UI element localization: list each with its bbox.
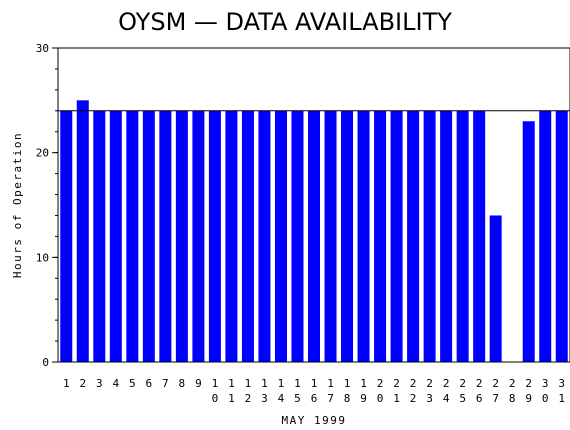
x-tick-label: 0 bbox=[212, 392, 219, 405]
x-tick-label: 1 bbox=[294, 377, 301, 390]
bar bbox=[175, 110, 188, 362]
bar bbox=[539, 110, 552, 362]
x-tick-label: 3 bbox=[426, 392, 433, 405]
x-tick-label: 8 bbox=[509, 392, 516, 405]
bar bbox=[241, 110, 254, 362]
x-tick-label: 1 bbox=[393, 392, 400, 405]
x-tick-label: 0 bbox=[542, 392, 549, 405]
x-tick-label: 2 bbox=[377, 377, 384, 390]
x-tick-label: 4 bbox=[278, 392, 285, 405]
x-tick-label: 2 bbox=[492, 377, 499, 390]
bar bbox=[291, 110, 304, 362]
x-tick-label: 1 bbox=[344, 377, 351, 390]
bar bbox=[159, 110, 172, 362]
x-tick-label: 4 bbox=[443, 392, 450, 405]
bar bbox=[390, 110, 403, 362]
bar bbox=[374, 110, 387, 362]
bar bbox=[126, 110, 139, 362]
bar bbox=[109, 110, 122, 362]
x-tick-label: 2 bbox=[79, 377, 86, 390]
plot-frame bbox=[57, 47, 570, 363]
x-tick-label: 1 bbox=[558, 392, 565, 405]
x-tick-label: 8 bbox=[344, 392, 351, 405]
bar bbox=[489, 215, 502, 362]
bar bbox=[208, 110, 221, 362]
bar bbox=[341, 110, 354, 362]
x-tick-label: 2 bbox=[443, 377, 450, 390]
y-tick-label: 30 bbox=[36, 42, 49, 55]
bar bbox=[324, 110, 337, 362]
x-tick-label: 7 bbox=[327, 392, 334, 405]
x-tick-label: 1 bbox=[311, 377, 318, 390]
bar bbox=[76, 100, 89, 362]
x-tick-label: 9 bbox=[525, 392, 532, 405]
bar bbox=[456, 110, 469, 362]
x-tick-label: 2 bbox=[476, 377, 483, 390]
y-axis-label: Hours of Operation bbox=[11, 132, 24, 278]
x-tick-label: 1 bbox=[212, 377, 219, 390]
bar bbox=[225, 110, 238, 362]
x-tick-label: 9 bbox=[360, 392, 367, 405]
chart-title: OYSM — DATA AVAILABILITY bbox=[118, 8, 452, 36]
x-tick-label: 2 bbox=[410, 377, 417, 390]
x-tick-label: 1 bbox=[278, 377, 285, 390]
x-tick-label: 6 bbox=[311, 392, 318, 405]
bar bbox=[423, 110, 436, 362]
y-tick-label: 20 bbox=[36, 147, 49, 160]
x-tick-label: 1 bbox=[261, 377, 268, 390]
bar bbox=[93, 110, 106, 362]
x-tick-label: 2 bbox=[459, 377, 466, 390]
x-tick-label: 0 bbox=[377, 392, 384, 405]
y-tick-label: 0 bbox=[42, 356, 49, 369]
bar bbox=[192, 110, 205, 362]
x-tick-label: 3 bbox=[96, 377, 103, 390]
x-tick-label: 1 bbox=[228, 392, 235, 405]
x-tick-label: 2 bbox=[426, 377, 433, 390]
x-tick-label: 3 bbox=[261, 392, 268, 405]
bar bbox=[308, 110, 320, 362]
x-tick-label: 1 bbox=[245, 377, 252, 390]
x-tick-label: 2 bbox=[509, 377, 516, 390]
x-tick-label: 2 bbox=[393, 377, 400, 390]
x-tick-label: 9 bbox=[195, 377, 202, 390]
x-tick-label: 3 bbox=[542, 377, 549, 390]
x-tick-label: 2 bbox=[245, 392, 252, 405]
x-tick-label: 5 bbox=[129, 377, 136, 390]
bar bbox=[60, 110, 73, 362]
x-tick-label: 1 bbox=[360, 377, 367, 390]
x-tick-label: 6 bbox=[476, 392, 483, 405]
y-tick-label: 10 bbox=[36, 251, 49, 264]
bar bbox=[258, 110, 271, 362]
x-tick-label: 3 bbox=[558, 377, 565, 390]
x-tick-label: 2 bbox=[525, 377, 532, 390]
bar bbox=[473, 110, 486, 362]
bar bbox=[440, 110, 453, 362]
x-tick-label: 8 bbox=[179, 377, 186, 390]
x-tick-label: 5 bbox=[459, 392, 466, 405]
x-tick-label: 1 bbox=[327, 377, 334, 390]
x-tick-label: 1 bbox=[228, 377, 235, 390]
bar bbox=[407, 110, 420, 362]
x-tick-label: 7 bbox=[162, 377, 169, 390]
bar bbox=[555, 110, 568, 362]
bar bbox=[274, 110, 287, 362]
x-tick-label: 7 bbox=[492, 392, 499, 405]
x-tick-label: 2 bbox=[410, 392, 417, 405]
x-tick-label: 4 bbox=[112, 377, 119, 390]
x-axis-label: MAY 1999 bbox=[282, 414, 347, 427]
x-tick-label: 1 bbox=[63, 377, 70, 390]
bar bbox=[357, 110, 370, 362]
bar bbox=[142, 110, 155, 362]
x-tick-label: 5 bbox=[294, 392, 301, 405]
x-tick-label: 6 bbox=[146, 377, 153, 390]
bar bbox=[522, 121, 535, 363]
